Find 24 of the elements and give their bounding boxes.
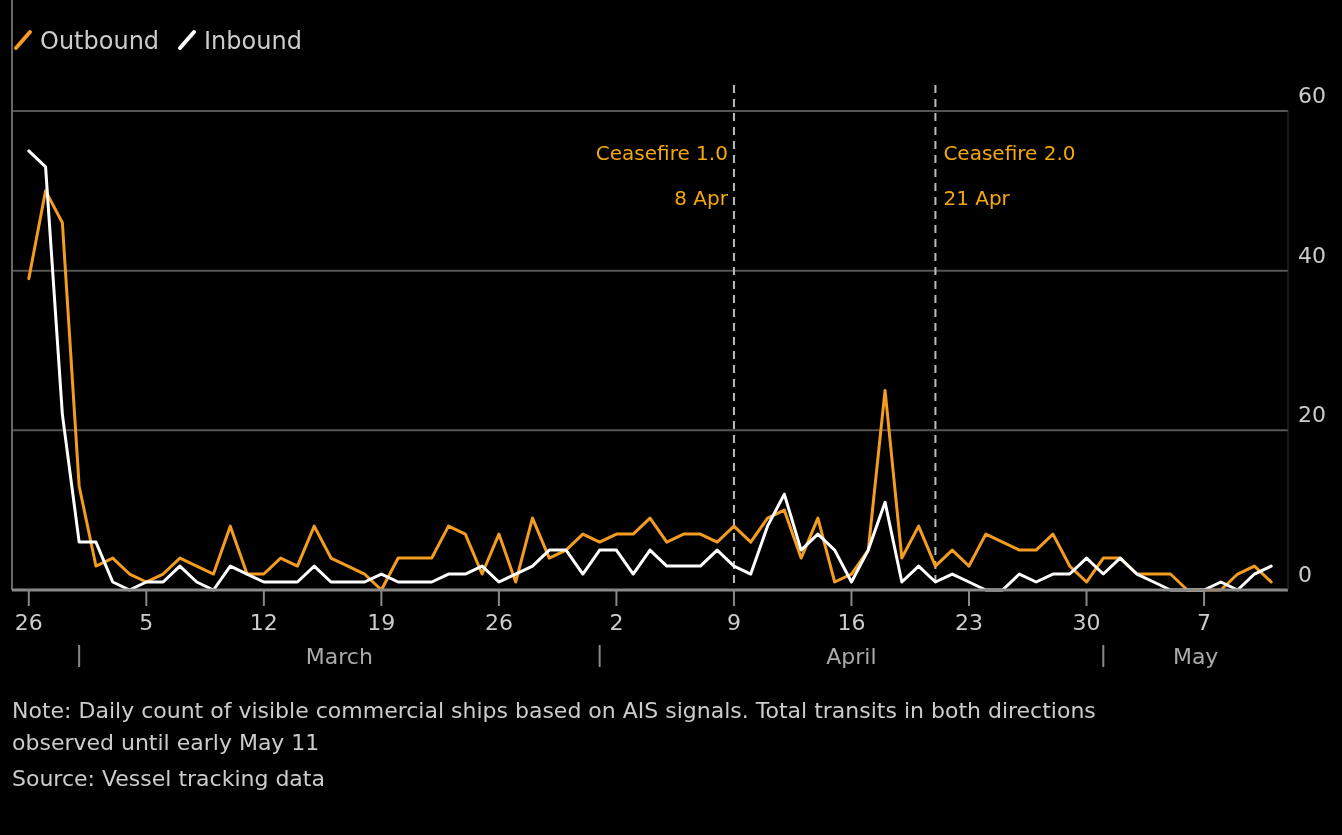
text: April: [826, 644, 877, 669]
text: March: [305, 644, 373, 669]
x-tick-label: 16: [837, 610, 866, 635]
x-tick-label: 26: [484, 610, 513, 635]
ref-line-label: Ceasefire 1.0 8 Apr: [595, 141, 729, 210]
legend-label: Inbound: [204, 27, 302, 55]
source-note: Source: Vessel tracking data: [12, 766, 325, 791]
ref-line-label: Ceasefire 2.0 21 Apr: [943, 141, 1076, 210]
text: May: [1172, 644, 1219, 669]
y-tick-label: 20: [1298, 402, 1326, 428]
legend-label: Outbound: [40, 27, 160, 55]
x-tick-label: 2: [609, 610, 624, 635]
x-tick-label: 26: [14, 610, 43, 635]
x-tick-label: 7: [1197, 610, 1212, 635]
x-tick-label: 19: [367, 610, 396, 635]
y-tick-label: 0: [1298, 562, 1312, 587]
x-tick-label: 9: [726, 610, 741, 635]
y-tick-label: 60: [1298, 83, 1326, 108]
y-tick-label: 40: [1298, 242, 1326, 268]
x-tick-label: 12: [249, 610, 278, 635]
x-tick-label: 5: [139, 610, 154, 635]
x-tick-label: 30: [1072, 610, 1101, 635]
text: Note: Daily count of visible commercial ships based on AIS signals. Total transits in both directions observed until early May 11: [12, 698, 1096, 755]
x-tick-label: 23: [955, 610, 983, 635]
